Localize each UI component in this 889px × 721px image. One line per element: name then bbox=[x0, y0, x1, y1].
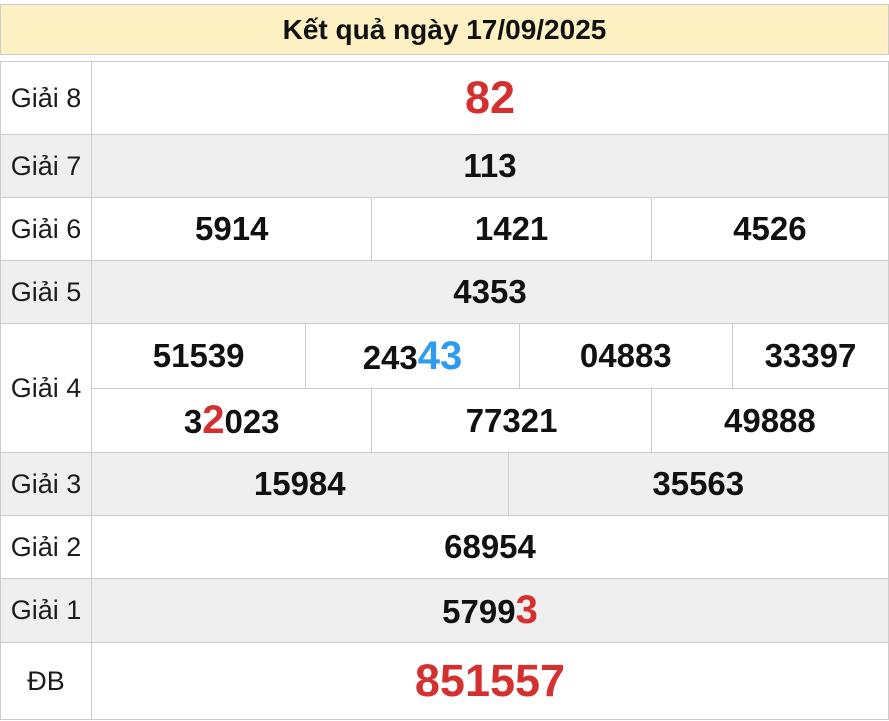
prize-label: ĐB bbox=[1, 643, 92, 719]
prize-number-cell: 24343 bbox=[305, 324, 518, 388]
prize-row-giai-8: Giải 8 82 bbox=[1, 62, 888, 134]
results-table: Giải 8 82 Giải 7 113 Giải 6 5914 bbox=[0, 61, 889, 720]
prize-row-giai-2: Giải 2 68954 bbox=[1, 515, 888, 578]
prize-number-cell: 82 bbox=[92, 62, 888, 134]
prize-number: 4526 bbox=[733, 210, 807, 247]
prize-number-cell: 32023 bbox=[92, 389, 371, 452]
prize-number: 49888 bbox=[724, 401, 816, 439]
prize-label: Giải 4 bbox=[1, 324, 92, 452]
highlighted-digits: 3 bbox=[515, 588, 538, 632]
prize-label: Giải 2 bbox=[1, 516, 92, 578]
prize-number: 57993 bbox=[442, 588, 538, 632]
prize-number: 851557 bbox=[414, 655, 566, 706]
prize-row-giai-4: Giải 4 51539 24343 04883 33397 bbox=[1, 323, 888, 452]
prize-number: 33397 bbox=[764, 337, 857, 374]
prize-number: 77321 bbox=[465, 401, 558, 439]
prize-label: Giải 5 bbox=[1, 261, 92, 323]
highlighted-digits: 43 bbox=[417, 333, 463, 378]
lottery-results-page: Kết quả ngày 17/09/2025 Giải 8 82 Giải 7… bbox=[0, 4, 889, 721]
prize-number-cell: 77321 bbox=[371, 389, 650, 452]
prize-label: Giải 7 bbox=[1, 135, 92, 197]
prize-number: 4353 bbox=[453, 273, 527, 310]
prize-number-cell: 15984 bbox=[92, 453, 508, 515]
prize-number: 24343 bbox=[362, 333, 463, 378]
prize-label: Giải 6 bbox=[1, 198, 92, 260]
prize-number-cell: 5914 bbox=[92, 198, 371, 260]
prize-number: 5914 bbox=[194, 210, 269, 247]
prize-row-giai-1: Giải 1 57993 bbox=[1, 578, 888, 642]
prize-number-cell: 1421 bbox=[371, 198, 650, 260]
prize-number: 113 bbox=[463, 147, 517, 184]
prize-number: 68954 bbox=[444, 528, 536, 565]
prize-row-giai-6: Giải 6 5914 1421 4526 bbox=[1, 197, 888, 260]
prize-label: Giải 1 bbox=[1, 579, 92, 642]
prize-number: 15984 bbox=[253, 465, 346, 502]
prize-number: 04883 bbox=[579, 337, 672, 374]
prize-number-cell: 4526 bbox=[650, 198, 888, 260]
prize-number-cell: 851557 bbox=[92, 643, 888, 719]
prize-number: 51539 bbox=[152, 337, 245, 374]
prize-row-giai-7: Giải 7 113 bbox=[1, 134, 888, 197]
prize-row-dac-biet: ĐB 851557 bbox=[1, 642, 888, 719]
prize-number-cell: 68954 bbox=[92, 516, 888, 578]
prize-number-cell: 33397 bbox=[731, 324, 888, 388]
prize-number: 35563 bbox=[652, 465, 745, 502]
prize-label: Giải 3 bbox=[1, 453, 92, 515]
giai-4-line-2: 32023 77321 49888 bbox=[92, 388, 888, 452]
prize-number: 32023 bbox=[183, 398, 280, 442]
giai-4-line-1: 51539 24343 04883 33397 bbox=[92, 324, 888, 388]
prize-number: 82 bbox=[464, 72, 516, 123]
prize-number-cell: 113 bbox=[92, 135, 888, 197]
prize-label: Giải 8 bbox=[1, 62, 92, 134]
highlighted-digits: 2 bbox=[202, 398, 225, 442]
prize-number: 1421 bbox=[474, 210, 549, 247]
prize-number-cell: 35563 bbox=[507, 453, 888, 515]
results-header: Kết quả ngày 17/09/2025 bbox=[0, 4, 889, 55]
prize-number-cell: 49888 bbox=[650, 389, 888, 452]
prize-row-giai-5: Giải 5 4353 bbox=[1, 260, 888, 323]
prize-number-cell: 57993 bbox=[92, 579, 888, 642]
prize-number-cell: 4353 bbox=[92, 261, 888, 323]
prize-row-giai-3: Giải 3 15984 35563 bbox=[1, 452, 888, 515]
prize-number-cell: 04883 bbox=[518, 324, 732, 388]
prize-number-cell: 51539 bbox=[92, 324, 305, 388]
page-title: Kết quả ngày 17/09/2025 bbox=[282, 13, 607, 45]
